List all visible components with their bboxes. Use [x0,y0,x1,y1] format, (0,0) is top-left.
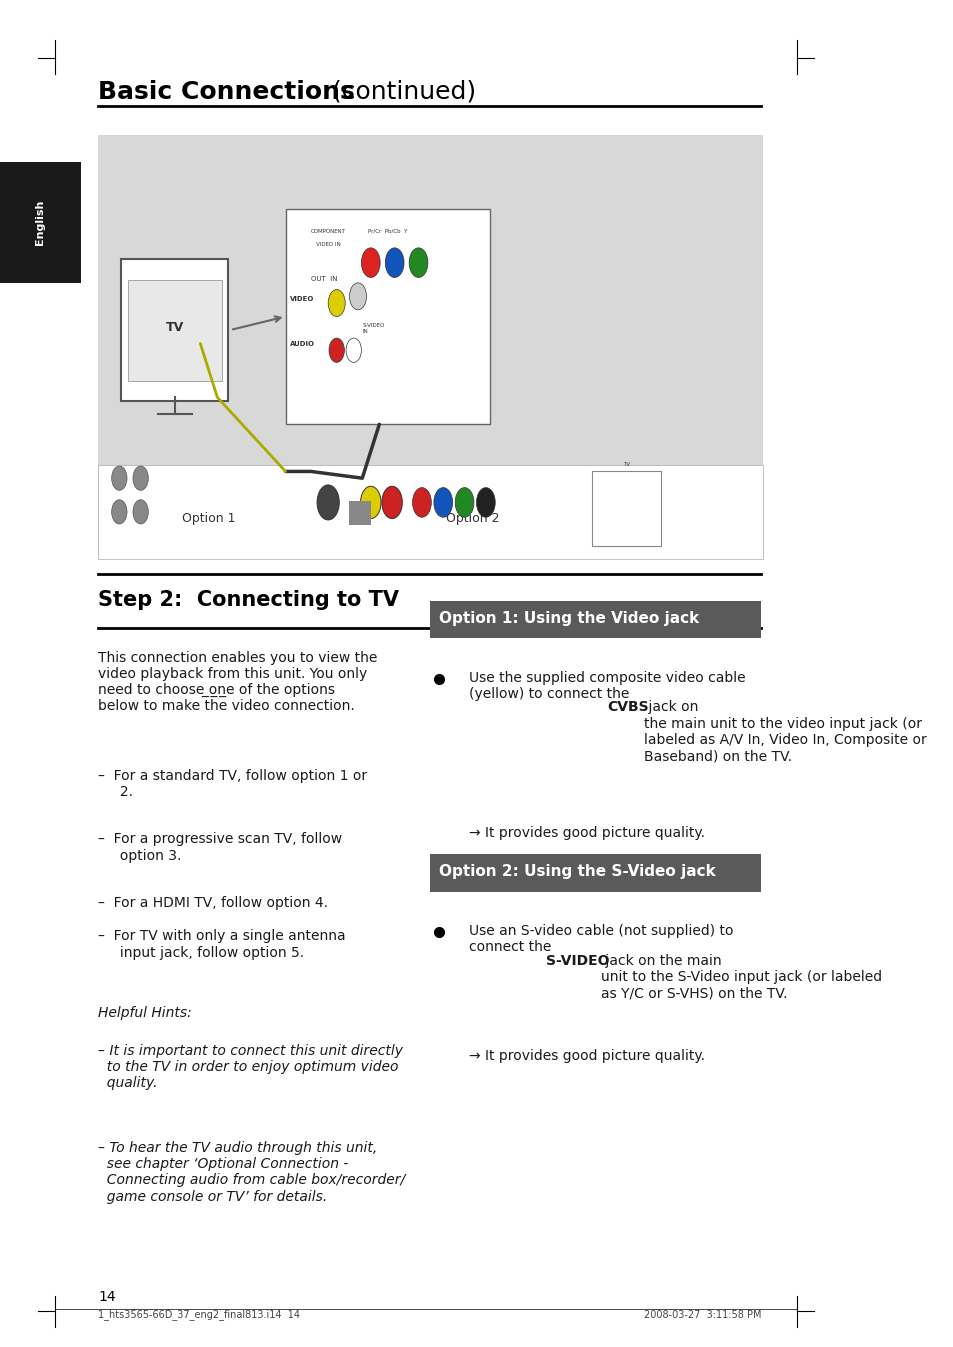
Circle shape [361,248,379,277]
Circle shape [434,488,452,517]
Text: –  For a HDMI TV, follow option 4.: – For a HDMI TV, follow option 4. [98,896,328,909]
Text: AUDIO: AUDIO [290,341,314,346]
Circle shape [346,338,361,362]
Text: English: English [35,199,45,245]
Text: This connection enables you to view the
video playback from this unit. You only
: This connection enables you to view the … [98,651,377,714]
Text: Option 1: Using the Video jack: Option 1: Using the Video jack [438,610,699,626]
Text: Pr/Cr  Pb/Cb  Y: Pr/Cr Pb/Cb Y [368,229,407,234]
Text: Option 1: Option 1 [182,512,235,525]
Bar [349,501,371,525]
Text: –  For a standard TV, follow option 1 or
     2.: – For a standard TV, follow option 1 or … [98,769,367,799]
Text: Use the supplied composite video cable
(yellow) to connect the: Use the supplied composite video cable (… [468,671,744,700]
Text: jack on
the main unit to the video input jack (or
labeled as A/V In, Video In, C: jack on the main unit to the video input… [643,700,925,762]
Text: 1_hts3565-66D_37_eng2_final813.i14  14: 1_hts3565-66D_37_eng2_final813.i14 14 [98,1309,299,1320]
Text: CVBS: CVBS [606,700,648,714]
Text: jack on the main
unit to the S-Video input jack (or labeled
as Y/C or S-VHS) on : jack on the main unit to the S-Video inp… [600,954,882,999]
Text: – It is important to connect this unit directly
  to the TV in order to enjoy op: – It is important to connect this unit d… [98,1044,402,1090]
Text: → It provides good picture quality.: → It provides good picture quality. [468,1049,704,1063]
Text: Basic Connections: Basic Connections [98,79,355,104]
Circle shape [132,466,148,490]
FancyBboxPatch shape [430,854,760,892]
Text: S-VIDEO: S-VIDEO [545,954,608,967]
Circle shape [329,338,344,362]
Text: OUT  IN: OUT IN [311,276,337,282]
Text: Helpful Hints:: Helpful Hints: [98,1006,192,1020]
FancyBboxPatch shape [285,209,490,424]
Circle shape [412,488,431,517]
Text: Use an S-video cable (not supplied) to
connect the: Use an S-video cable (not supplied) to c… [468,924,733,954]
FancyBboxPatch shape [121,259,228,401]
Circle shape [360,486,380,519]
Circle shape [328,290,345,317]
Circle shape [112,500,127,524]
FancyBboxPatch shape [98,135,762,559]
Text: –  For a progressive scan TV, follow
     option 3.: – For a progressive scan TV, follow opti… [98,832,342,862]
Text: VIDEO: VIDEO [290,296,314,302]
Circle shape [381,486,402,519]
Circle shape [385,248,404,277]
Text: 2008-03-27  3:11:58 PM: 2008-03-27 3:11:58 PM [643,1311,760,1320]
Circle shape [316,485,339,520]
Text: Step 2:  Connecting to TV: Step 2: Connecting to TV [98,590,398,610]
Text: – To hear the TV audio through this unit,
  see chapter ‘Optional Connection -
 : – To hear the TV audio through this unit… [98,1141,405,1203]
FancyBboxPatch shape [98,465,762,559]
Text: VIDEO IN: VIDEO IN [315,242,340,248]
Text: (continued): (continued) [324,79,476,104]
Text: TV: TV [622,462,629,467]
FancyBboxPatch shape [0,162,81,283]
Text: TV: TV [166,321,184,334]
Text: S-VIDEO
IN: S-VIDEO IN [362,323,384,334]
FancyBboxPatch shape [592,471,659,546]
Text: 14: 14 [98,1290,115,1304]
Text: COMPONENT: COMPONENT [311,229,345,234]
Circle shape [455,488,474,517]
FancyBboxPatch shape [430,601,760,638]
Circle shape [112,466,127,490]
Text: → It provides good picture quality.: → It provides good picture quality. [468,826,704,839]
Circle shape [349,283,366,310]
Circle shape [409,248,428,277]
Circle shape [476,488,495,517]
Circle shape [132,500,148,524]
Text: –  For TV with only a single antenna
     input jack, follow option 5.: – For TV with only a single antenna inpu… [98,929,345,959]
Text: Option 2: Using the S-Video jack: Option 2: Using the S-Video jack [438,863,715,880]
FancyBboxPatch shape [128,280,221,381]
Text: Option 2: Option 2 [446,512,499,525]
